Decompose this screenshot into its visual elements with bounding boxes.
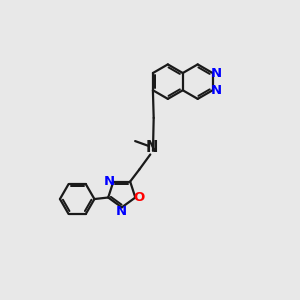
- Text: N: N: [211, 84, 222, 97]
- Text: N: N: [211, 67, 222, 80]
- Text: O: O: [134, 191, 145, 204]
- Text: N: N: [104, 175, 115, 188]
- Text: N: N: [116, 205, 127, 218]
- Text: N: N: [145, 140, 158, 155]
